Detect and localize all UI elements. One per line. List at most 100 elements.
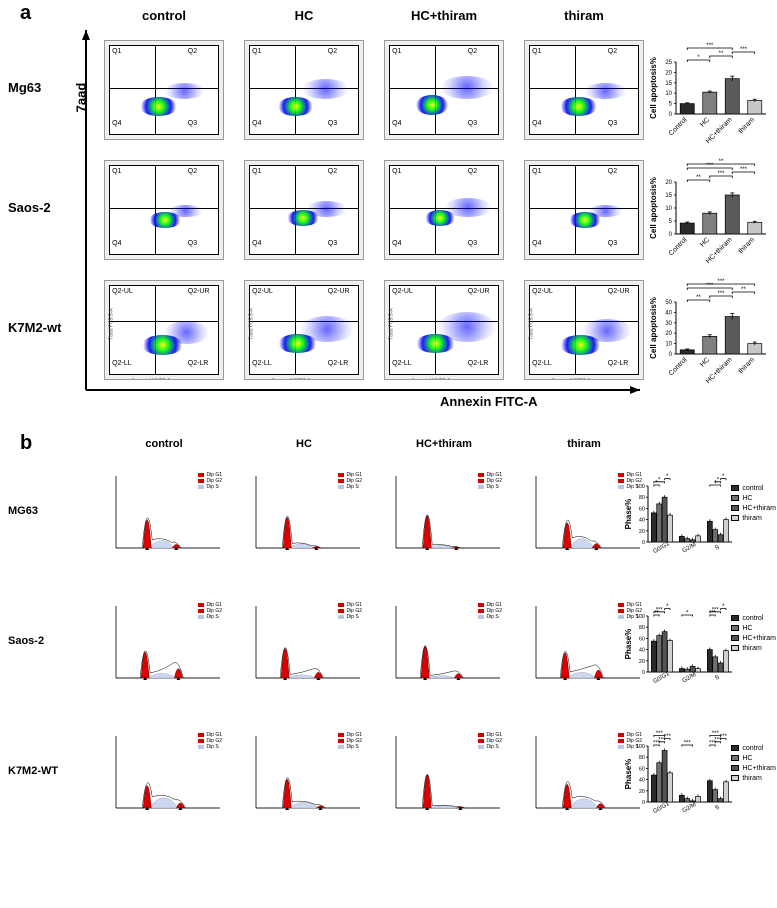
svg-text:thiram: thiram bbox=[737, 236, 756, 255]
cell-cycle-histogram: Dip G1Dip G2Dip S bbox=[104, 730, 224, 820]
cell-cycle-histogram: Dip G1Dip G2Dip S bbox=[244, 600, 364, 690]
apoptosis-bar-chart: 0510152025*********Cell apoptosis%Contro… bbox=[648, 40, 768, 140]
panel-a: a controlHCHC+thiramthiram 7aad Annexin … bbox=[0, 0, 777, 420]
svg-text:G2/M: G2/M bbox=[682, 802, 698, 815]
svg-text:*: * bbox=[717, 477, 720, 483]
svg-text:80: 80 bbox=[639, 755, 645, 761]
svg-text:Control: Control bbox=[668, 236, 689, 257]
cell-cycle-histogram: Dip G1Dip G2Dip S bbox=[104, 600, 224, 690]
hist-legend: Dip G1Dip G2Dip S bbox=[478, 472, 502, 490]
svg-text:*: * bbox=[722, 474, 725, 480]
svg-text:10: 10 bbox=[665, 91, 672, 97]
svg-text:HC: HC bbox=[699, 236, 711, 248]
svg-text:***: *** bbox=[706, 43, 714, 49]
svg-text:Cell apoptosis%: Cell apoptosis% bbox=[649, 297, 658, 359]
flow-scatter-plot: Q1Q2Q4Q3 bbox=[244, 160, 364, 260]
svg-text:0: 0 bbox=[642, 540, 645, 546]
hist-legend: Dip G1Dip G2Dip S bbox=[198, 602, 222, 620]
svg-text:***: *** bbox=[717, 171, 725, 177]
flow-scatter-plot: Q2-ULQ2-URQ2-LLQ2-LRAnnexinV FITC-A7aad … bbox=[244, 280, 364, 380]
svg-text:80: 80 bbox=[639, 625, 645, 631]
svg-text:0: 0 bbox=[669, 352, 673, 358]
panel-b-col-header: thiram bbox=[524, 438, 644, 450]
svg-text:**: ** bbox=[741, 287, 746, 293]
cell-cycle-histogram: Dip G1Dip G2Dip S bbox=[384, 470, 504, 560]
svg-text:Cell apoptosis%: Cell apoptosis% bbox=[649, 177, 658, 239]
apoptosis-bar-chart: 01020304050*************Cell apoptosis%C… bbox=[648, 280, 768, 380]
svg-text:*: * bbox=[666, 604, 669, 610]
hist-legend: Dip G1Dip G2Dip S bbox=[478, 732, 502, 750]
svg-text:*: * bbox=[722, 604, 725, 610]
svg-text:60: 60 bbox=[639, 636, 645, 642]
hist-legend: Dip G1Dip G2Dip S bbox=[198, 732, 222, 750]
flow-scatter-plot: Q2-ULQ2-URQ2-LLQ2-LRAnnexinV FITC-A7aad … bbox=[524, 280, 644, 380]
svg-text:20: 20 bbox=[665, 331, 672, 337]
svg-text:10: 10 bbox=[665, 342, 672, 348]
svg-text:100: 100 bbox=[636, 484, 645, 490]
cell-cycle-histogram: Dip G1Dip G2Dip S bbox=[244, 730, 364, 820]
flow-scatter-plot: Q1Q2Q4Q3 bbox=[524, 160, 644, 260]
panel-b-col-header: control bbox=[104, 438, 224, 450]
panel-a-col-header: thiram bbox=[524, 8, 644, 23]
svg-text:***: *** bbox=[656, 607, 664, 613]
panel-b-row-label: Saos-2 bbox=[8, 635, 44, 647]
flow-scatter-plot: Q1Q2Q4Q3 bbox=[104, 40, 224, 140]
svg-text:***: *** bbox=[740, 167, 748, 173]
svg-text:***: *** bbox=[717, 291, 725, 297]
svg-text:0: 0 bbox=[642, 670, 645, 676]
cell-cycle-histogram: Dip G1Dip G2Dip S bbox=[104, 470, 224, 560]
svg-text:thiram: thiram bbox=[737, 356, 756, 375]
svg-text:HC: HC bbox=[699, 356, 711, 368]
panel-b-label: b bbox=[20, 432, 32, 455]
svg-text:**: ** bbox=[696, 175, 701, 181]
svg-text:100: 100 bbox=[636, 744, 645, 750]
svg-text:100: 100 bbox=[636, 614, 645, 620]
svg-text:10: 10 bbox=[665, 206, 672, 212]
svg-text:80: 80 bbox=[639, 495, 645, 501]
svg-text:20: 20 bbox=[665, 70, 672, 76]
phase-legend: controlHCHC+thiramthiram bbox=[731, 744, 776, 784]
svg-text:Control: Control bbox=[668, 356, 689, 377]
svg-text:60: 60 bbox=[639, 766, 645, 772]
svg-text:5: 5 bbox=[669, 102, 673, 108]
svg-text:Phase%: Phase% bbox=[624, 629, 633, 660]
panel-a-row-label: Mg63 bbox=[8, 80, 41, 95]
svg-text:20: 20 bbox=[665, 180, 672, 186]
cell-cycle-histogram: Dip G1Dip G2Dip S bbox=[384, 600, 504, 690]
flow-scatter-plot: Q2-ULQ2-URQ2-LLQ2-LRAnnexinV FITC-A7aad … bbox=[384, 280, 504, 380]
svg-text:0: 0 bbox=[642, 800, 645, 806]
panel-b-row-label: K7M2-WT bbox=[8, 765, 58, 777]
svg-text:40: 40 bbox=[639, 778, 645, 784]
hist-legend: Dip G1Dip G2Dip S bbox=[198, 472, 222, 490]
panel-a-col-header: control bbox=[104, 8, 224, 23]
svg-text:Control: Control bbox=[668, 116, 689, 137]
phase-legend: controlHCHC+thiramthiram bbox=[731, 484, 776, 524]
panel-a-row-label: Saos-2 bbox=[8, 200, 51, 215]
svg-text:60: 60 bbox=[639, 506, 645, 512]
svg-text:S: S bbox=[714, 545, 720, 552]
panel-b-col-header: HC+thiram bbox=[384, 438, 504, 450]
phase-bar-chart: 020406080100G0/G1************G2/M***S***… bbox=[624, 730, 774, 820]
flow-scatter-plot: Q1Q2Q4Q3 bbox=[244, 40, 364, 140]
svg-text:20: 20 bbox=[639, 789, 645, 795]
svg-text:5: 5 bbox=[669, 219, 673, 225]
panel-b-row-label: MG63 bbox=[8, 505, 38, 517]
svg-text:**: ** bbox=[719, 51, 724, 57]
hist-legend: Dip G1Dip G2Dip S bbox=[338, 602, 362, 620]
svg-text:20: 20 bbox=[639, 659, 645, 665]
flow-scatter-plot: Q2-ULQ2-URQ2-LLQ2-LRAnnexinV FITC-A7aad … bbox=[104, 280, 224, 380]
flow-scatter-plot: Q1Q2Q4Q3 bbox=[104, 160, 224, 260]
svg-text:S: S bbox=[714, 805, 720, 812]
panel-a-label: a bbox=[20, 2, 31, 25]
svg-text:0: 0 bbox=[669, 112, 673, 118]
phase-bar-chart: 020406080100G0/G1***G2/MS***Phase%contro… bbox=[624, 470, 774, 560]
svg-text:***: *** bbox=[717, 279, 725, 285]
svg-text:50: 50 bbox=[665, 300, 672, 306]
svg-text:40: 40 bbox=[639, 648, 645, 654]
svg-text:Phase%: Phase% bbox=[624, 759, 633, 790]
svg-text:**: ** bbox=[719, 159, 724, 165]
svg-text:*: * bbox=[658, 477, 661, 483]
cell-cycle-histogram: Dip G1Dip G2Dip S bbox=[244, 470, 364, 560]
svg-text:15: 15 bbox=[665, 81, 672, 87]
svg-text:30: 30 bbox=[665, 321, 672, 327]
